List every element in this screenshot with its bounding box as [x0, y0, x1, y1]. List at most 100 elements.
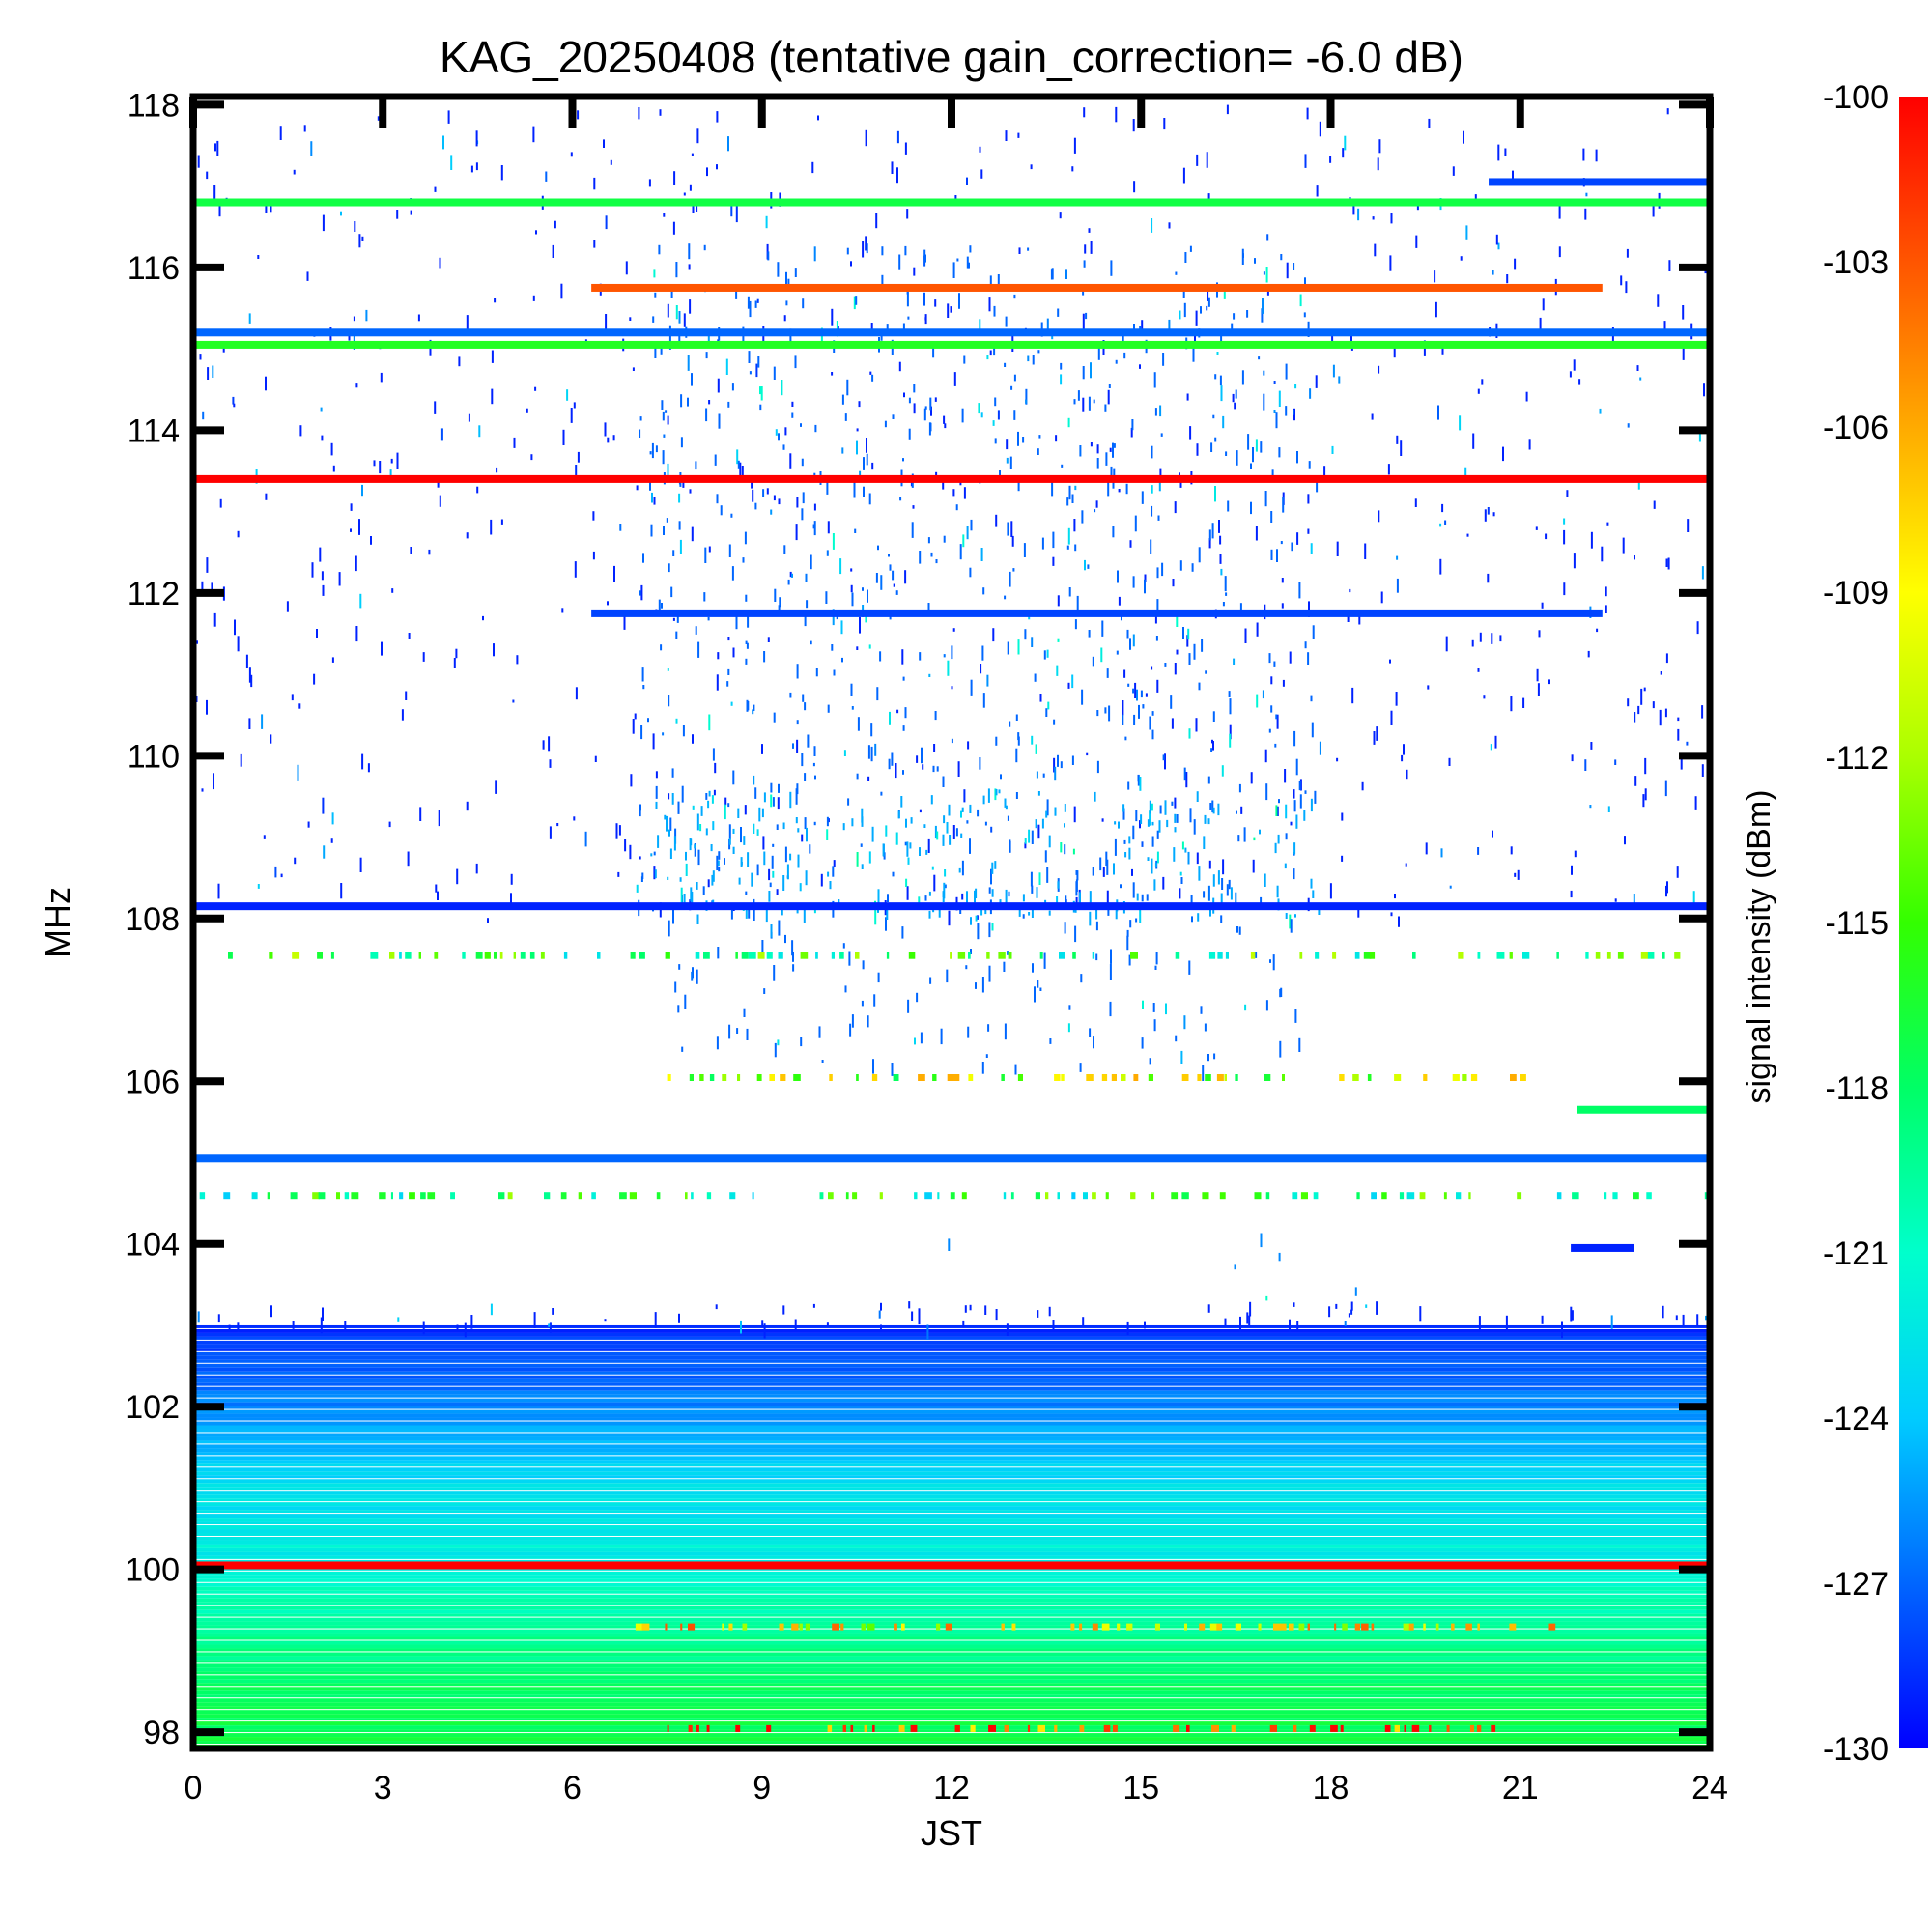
intermittent-segment — [1640, 952, 1649, 959]
signal-dash — [228, 1324, 231, 1332]
signal-dash — [320, 407, 323, 412]
signal-dash — [965, 965, 968, 970]
intermittent-segment — [1224, 1074, 1227, 1081]
signal-dash — [902, 770, 904, 775]
noise-row — [193, 1714, 1710, 1719]
signal-dash — [1633, 894, 1635, 908]
signal-dash — [756, 864, 759, 876]
signal-dash — [250, 674, 253, 688]
intermittent-segment — [427, 1192, 436, 1200]
signal-dash — [1210, 442, 1213, 452]
carrier-band — [193, 340, 1710, 349]
signal-dash — [783, 545, 786, 554]
intermittent-segment — [945, 1623, 952, 1631]
signal-dash — [850, 568, 853, 572]
signal-dash — [1293, 789, 1295, 799]
signal-dash — [1298, 1037, 1301, 1052]
signal-dash — [923, 408, 926, 421]
signal-dash — [667, 415, 669, 425]
y-tick-label: 118 — [128, 87, 180, 124]
signal-dash — [929, 397, 932, 411]
x-tick-label: 6 — [563, 1770, 582, 1806]
signal-dash — [1307, 528, 1310, 534]
signal-dash — [237, 530, 240, 538]
intermittent-segment — [1151, 1192, 1155, 1200]
noise-row — [193, 1663, 1710, 1668]
signal-dash — [634, 713, 637, 720]
signal-dash — [331, 657, 334, 663]
intermittent-segment — [656, 1192, 661, 1200]
signal-dash — [1425, 842, 1428, 855]
signal-dash — [892, 570, 895, 581]
signal-dash — [1260, 896, 1263, 908]
signal-dash — [681, 1046, 684, 1052]
signal-dash — [1596, 628, 1599, 633]
signal-dash — [1175, 271, 1178, 275]
signal-dash — [1183, 302, 1186, 318]
signal-dash — [1210, 748, 1213, 752]
signal-dash — [219, 498, 222, 508]
signal-dash — [811, 161, 814, 174]
signal-dash — [1200, 1006, 1203, 1014]
signal-dash — [1151, 445, 1153, 459]
intermittent-segment — [894, 1623, 897, 1631]
signal-dash — [1234, 402, 1236, 410]
intermittent-segment — [852, 1192, 858, 1200]
signal-dash — [1528, 439, 1531, 450]
signal-dash — [668, 793, 670, 800]
signal-dash — [1233, 658, 1236, 665]
signal-dash — [1164, 800, 1167, 815]
signal-dash — [1186, 393, 1189, 401]
signal-dash — [1110, 466, 1113, 481]
signal-dash — [1263, 393, 1265, 411]
signal-dash — [802, 694, 805, 702]
signal-dash — [753, 823, 755, 834]
noise-row — [193, 1718, 1710, 1721]
signal-dash — [929, 422, 932, 432]
signal-dash — [1504, 148, 1507, 156]
signal-dash — [1268, 653, 1271, 664]
signal-dash — [1114, 838, 1117, 856]
signal-dash — [1096, 458, 1099, 469]
signal-dash — [1084, 244, 1087, 254]
intermittent-segment — [766, 1724, 772, 1732]
signal-dash — [753, 775, 755, 785]
signal-dash — [1139, 820, 1141, 829]
signal-dash — [1522, 697, 1525, 708]
intermittent-segment — [871, 1074, 878, 1081]
signal-dash — [1273, 661, 1276, 667]
signal-dash — [1079, 445, 1082, 457]
signal-dash — [696, 813, 699, 831]
signal-dash — [752, 709, 754, 715]
signal-dash — [1396, 555, 1399, 560]
signal-dash — [1295, 814, 1298, 829]
noise-row — [193, 1652, 1710, 1657]
signal-dash — [730, 202, 733, 217]
signal-dash — [781, 380, 783, 396]
signal-dash — [1187, 628, 1190, 640]
signal-dash — [1664, 708, 1667, 718]
signal-dash — [1013, 374, 1016, 382]
signal-dash — [1096, 710, 1099, 717]
intermittent-segment — [399, 1192, 404, 1200]
intermittent-segment — [1556, 952, 1559, 959]
signal-dash — [810, 554, 812, 570]
signal-dash — [641, 872, 644, 879]
signal-dash — [440, 428, 443, 441]
signal-dash — [1034, 673, 1037, 682]
signal-dash — [998, 789, 1001, 794]
signal-dash — [1293, 868, 1295, 880]
signal-dash — [1054, 807, 1057, 816]
intermittent-segment — [832, 1623, 839, 1631]
signal-dash — [1278, 447, 1281, 458]
signal-dash — [736, 449, 739, 465]
signal-dash — [636, 884, 639, 893]
signal-dash — [1174, 663, 1177, 675]
signal-dash — [1061, 464, 1064, 468]
signal-dash — [868, 644, 871, 649]
signal-dash — [938, 905, 941, 918]
signal-dash — [359, 593, 362, 609]
signal-dash — [856, 773, 859, 780]
signal-dash — [1109, 447, 1112, 452]
signal-dash — [1238, 783, 1241, 793]
